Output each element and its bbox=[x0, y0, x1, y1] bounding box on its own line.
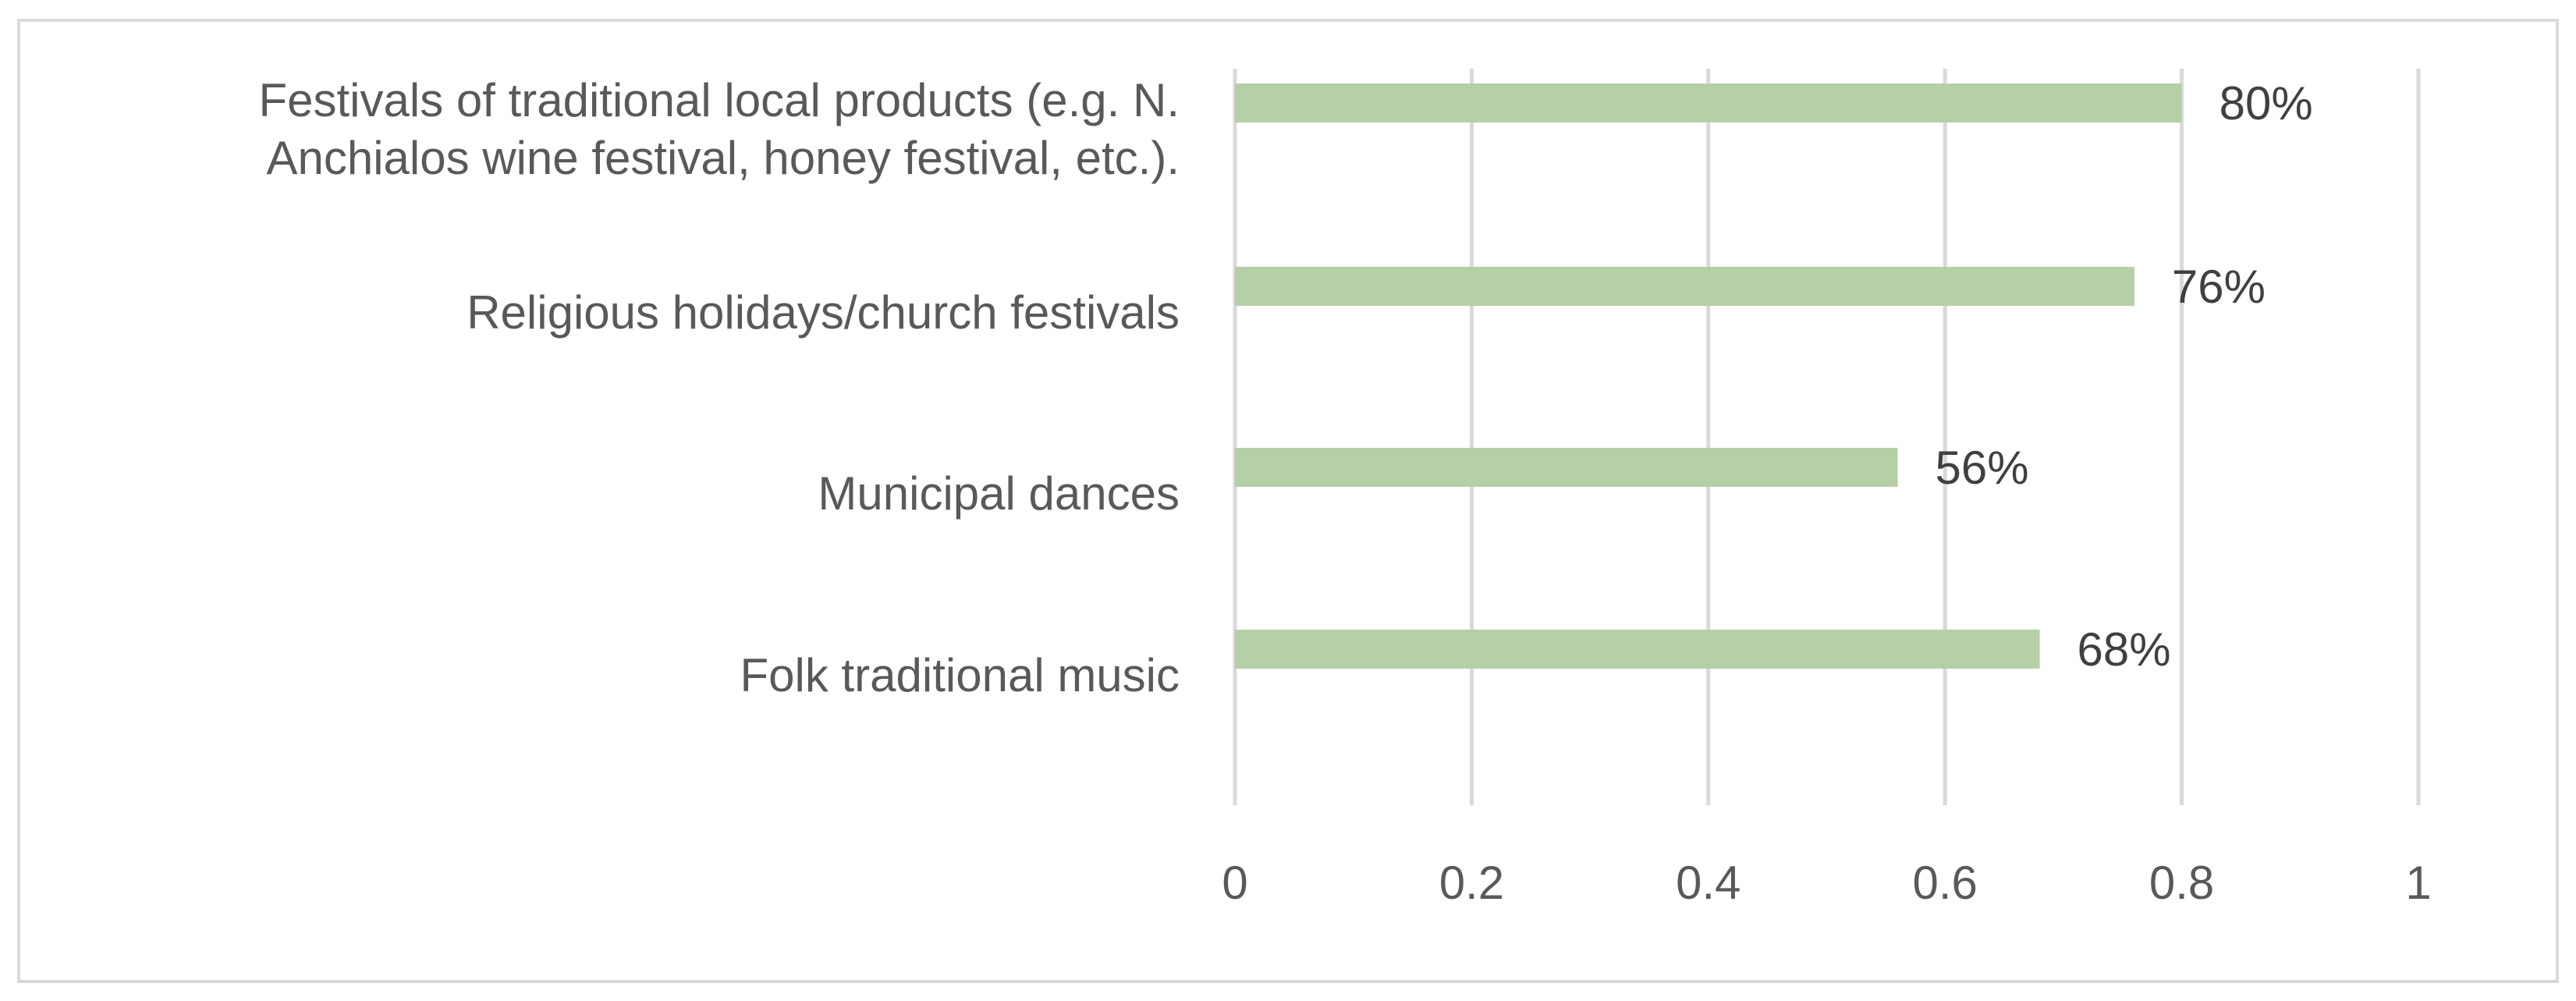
gridlines bbox=[1233, 69, 2421, 805]
data-labels: 80% 76% 56% 68% bbox=[1936, 77, 2313, 676]
x-axis-tick-labels: 0 0.2 0.4 0.6 0.8 1 bbox=[1222, 857, 2431, 909]
bar bbox=[1235, 83, 2182, 122]
data-label: 56% bbox=[1936, 442, 2029, 494]
x-tick-label: 0.4 bbox=[1676, 857, 1740, 909]
chart-border bbox=[17, 19, 2559, 983]
x-tick-label: 1 bbox=[2405, 857, 2431, 909]
category-label: Festivals of traditional local products … bbox=[258, 74, 1180, 126]
category-label: Folk traditional music bbox=[740, 649, 1180, 701]
data-label: 68% bbox=[2077, 623, 2171, 676]
bars bbox=[1235, 83, 2182, 669]
category-label: Municipal dances bbox=[818, 467, 1180, 520]
data-label: 76% bbox=[2172, 261, 2266, 313]
x-tick-label: 0.2 bbox=[1439, 857, 1504, 909]
bar bbox=[1235, 267, 2134, 306]
category-label: Religious holidays/church festivals bbox=[467, 286, 1180, 339]
data-label: 80% bbox=[2219, 77, 2313, 130]
category-labels: Festivals of traditional local products … bbox=[258, 74, 1180, 701]
x-tick-label: 0.8 bbox=[2149, 857, 2214, 909]
category-label: Anchialos wine festival, honey festival,… bbox=[266, 132, 1180, 184]
x-tick-label: 0.6 bbox=[1912, 857, 1977, 909]
x-tick-label: 0 bbox=[1222, 857, 1247, 909]
bar bbox=[1235, 448, 1898, 487]
bar bbox=[1235, 630, 2040, 669]
